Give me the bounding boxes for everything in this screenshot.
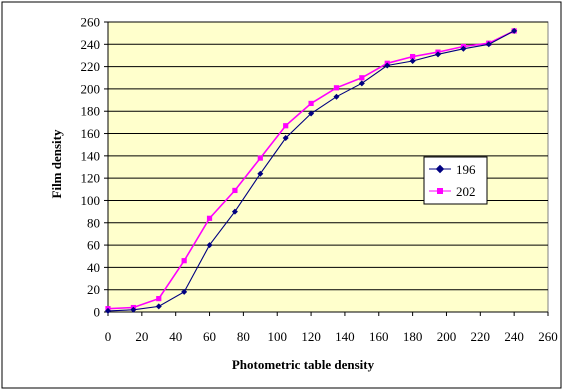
y-axis-title: Film density bbox=[49, 129, 64, 198]
data-point-196 bbox=[105, 307, 111, 314]
data-point-196 bbox=[206, 242, 213, 249]
x-tick-label: 220 bbox=[471, 329, 491, 344]
gridlines bbox=[108, 21, 548, 313]
y-tick-label: 60 bbox=[87, 238, 100, 253]
data-point-196 bbox=[333, 93, 340, 100]
y-tick-label: 0 bbox=[94, 305, 101, 320]
x-tick-label: 40 bbox=[169, 329, 182, 344]
x-tick-label: 240 bbox=[504, 329, 524, 344]
legend-marker-196 bbox=[435, 164, 445, 174]
data-point-202 bbox=[410, 53, 416, 60]
x-tick-label: 20 bbox=[135, 329, 148, 344]
data-point-196 bbox=[511, 27, 518, 34]
x-tick-label: 120 bbox=[301, 329, 321, 344]
x-tick-label: 180 bbox=[403, 329, 423, 344]
x-tick-label: 160 bbox=[369, 329, 389, 344]
axes: 0 20 40 60 80 100 120 140 160 180 200 220 240 260 0 20 4… bbox=[81, 15, 558, 345]
data-point-196 bbox=[460, 45, 467, 52]
y-tick-label: 20 bbox=[87, 282, 100, 297]
x-tick-label: 60 bbox=[203, 329, 216, 344]
data-point-202 bbox=[181, 258, 187, 264]
y-tick-label: 260 bbox=[81, 15, 101, 30]
data-point-196 bbox=[485, 41, 492, 48]
data-point-196 bbox=[308, 110, 315, 117]
y-tick-label: 180 bbox=[81, 104, 101, 119]
y-tick-label: 140 bbox=[81, 148, 101, 163]
data-point-196 bbox=[384, 62, 391, 69]
data-point-202 bbox=[156, 296, 162, 302]
legend: 196 202 bbox=[423, 156, 488, 205]
data-point-202 bbox=[232, 187, 238, 194]
data-point-202 bbox=[283, 123, 289, 129]
y-tick-label: 200 bbox=[81, 81, 101, 96]
x-tick-label: 200 bbox=[437, 329, 457, 344]
data-point-202 bbox=[257, 155, 263, 161]
data-point-202 bbox=[308, 100, 314, 107]
data-point-196 bbox=[231, 208, 238, 215]
y-tick-label: 160 bbox=[81, 126, 101, 141]
y-tick-label: 120 bbox=[81, 171, 101, 186]
data-point-196 bbox=[358, 80, 365, 87]
x-tick-label: 0 bbox=[105, 329, 112, 344]
data-point-196 bbox=[435, 51, 441, 58]
data-point-196 bbox=[409, 58, 416, 65]
legend-marker-202 bbox=[437, 188, 443, 194]
x-tick-label: 260 bbox=[538, 329, 558, 344]
data-point-202 bbox=[206, 215, 213, 221]
data-point-196 bbox=[130, 306, 137, 313]
data-point-196 bbox=[282, 135, 289, 141]
y-tick-label: 220 bbox=[81, 59, 101, 74]
y-tick-label: 40 bbox=[87, 260, 100, 275]
y-tick-label: 100 bbox=[81, 193, 101, 208]
data-point-202 bbox=[359, 75, 365, 81]
legend-label-202: 202 bbox=[456, 184, 476, 199]
data-point-196 bbox=[257, 170, 264, 177]
legend-box bbox=[423, 156, 488, 205]
series-group bbox=[105, 27, 518, 314]
x-tick-label: 100 bbox=[267, 329, 287, 344]
legend-label-196: 196 bbox=[456, 162, 476, 177]
x-tick-label: 140 bbox=[335, 329, 355, 344]
data-point-196 bbox=[181, 288, 188, 295]
series-196 bbox=[105, 27, 518, 314]
y-tick-label: 80 bbox=[87, 215, 100, 230]
x-tick-label: 80 bbox=[237, 329, 250, 344]
data-point-202 bbox=[333, 85, 340, 91]
data-point-196 bbox=[155, 303, 162, 310]
y-tick-label: 240 bbox=[81, 37, 101, 52]
x-axis-title: Photometric table density bbox=[232, 357, 375, 372]
